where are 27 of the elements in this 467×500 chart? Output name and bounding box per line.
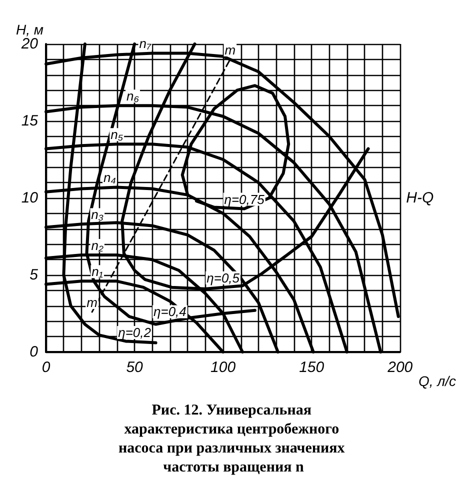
y-axis-title: H, м [16,22,44,38]
annotation: m [86,294,98,310]
x-tick-label: 100 [210,359,236,376]
x-axis-title: Q, л/с [418,373,456,389]
y-tick-label: 15 [21,112,39,130]
y-tick-label: 0 [30,344,39,360]
y-tick-label: 20 [20,36,39,52]
x-tick-label: 200 [386,359,414,376]
y-tick-label: 10 [21,190,39,206]
annotation: η=0,2 [118,324,152,340]
annotation: η=0,5 [206,270,240,286]
annotation: n₅ [110,127,124,142]
annotation: m [224,42,236,58]
annotation: η=0,75 [224,192,266,207]
text: H-Q [406,190,434,206]
annotation: n₄ [104,170,116,186]
annotation: n₁ [92,264,104,280]
x-tick-label: 0 [42,359,51,376]
annotation: n₆ [126,88,140,104]
y-tick-label: 5 [30,266,39,284]
text: Рис. 12. Универсальная характеристика центробежного насоса при различных значениях частоты вращения n [118,402,349,476]
annotation: η=0,4 [154,304,186,320]
annotation: n₇ [139,36,152,52]
x-tick-label: 50 [126,359,144,376]
x-tick-label: 150 [299,359,325,376]
annotation: n₂ [91,238,104,253]
annotation: n₃ [91,207,104,222]
